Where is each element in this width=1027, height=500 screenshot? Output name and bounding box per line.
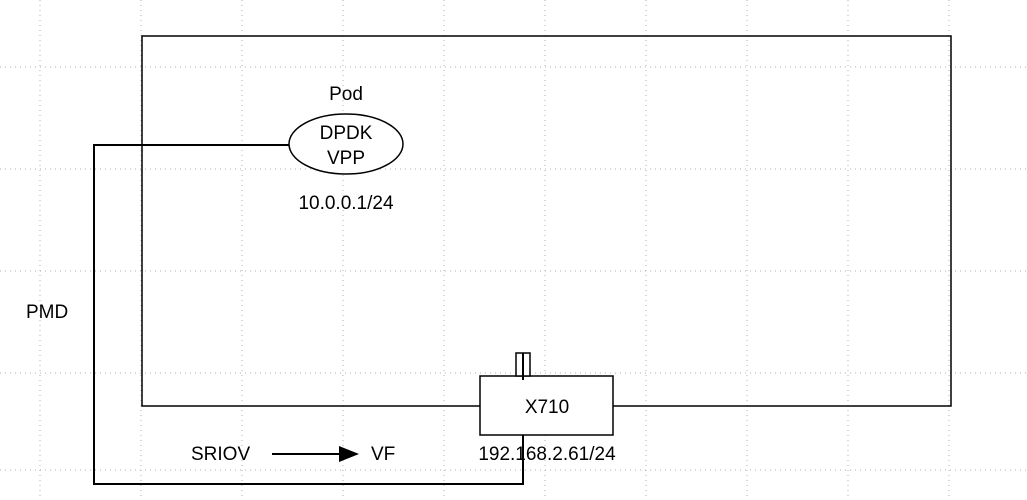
pod-ip-label: 10.0.0.1/24 <box>298 193 394 214</box>
pod-line-dpdk: DPDK <box>320 123 373 144</box>
host-boundary <box>141 35 952 407</box>
sriov-label: SRIOV <box>191 444 250 465</box>
vf-label: VF <box>371 444 395 465</box>
nic-label: X710 <box>525 397 569 418</box>
pod-line-vpp: VPP <box>327 148 365 169</box>
nic-box <box>479 375 614 436</box>
pod-title: Pod <box>329 84 363 105</box>
pod-ellipse <box>288 113 404 175</box>
pmd-connection-line <box>93 144 524 485</box>
nic-ip-label: 192.168.2.61/24 <box>478 444 616 465</box>
pmd-label: PMD <box>26 302 68 323</box>
